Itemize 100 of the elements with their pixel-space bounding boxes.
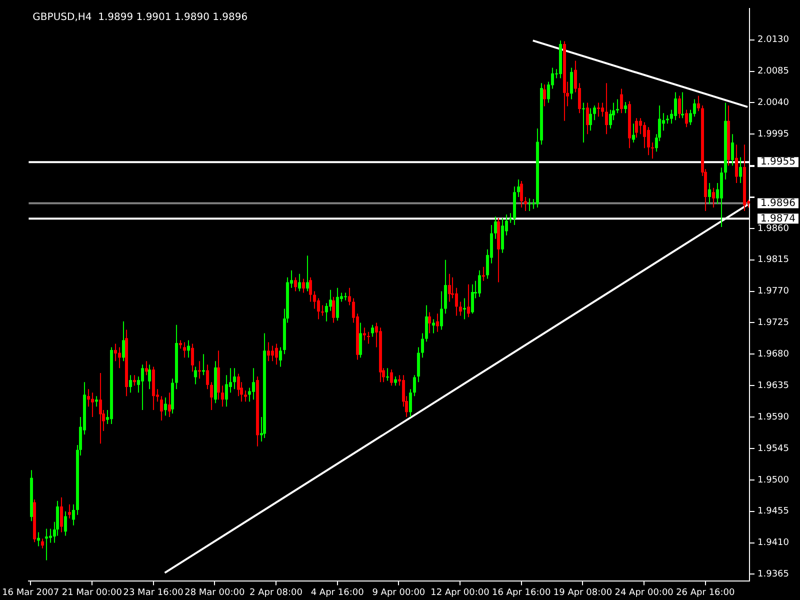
candlestick — [678, 95, 681, 119]
candlestick — [95, 396, 98, 408]
candlestick — [731, 134, 734, 166]
candlestick — [198, 360, 201, 380]
candlestick — [363, 327, 366, 341]
candlestick — [647, 126, 650, 156]
candlestick — [589, 108, 592, 132]
candlestick — [455, 287, 458, 316]
candlestick — [605, 82, 608, 135]
candlestick — [141, 364, 144, 411]
candlestick — [221, 385, 224, 408]
candlestick — [41, 538, 44, 549]
candlestick — [183, 342, 186, 358]
candlestick — [302, 278, 305, 294]
candlestick — [210, 382, 213, 411]
candlestick — [114, 343, 117, 362]
candlestick — [164, 396, 167, 416]
x-tick-label: 16 Mar 2007 — [2, 588, 60, 598]
candlestick — [467, 284, 470, 318]
x-tick-label: 26 Apr 16:00 — [676, 588, 736, 598]
x-tick-label: 9 Apr 00:00 — [372, 588, 426, 598]
candlestick — [313, 290, 316, 310]
candlestick — [624, 102, 627, 114]
candlestick — [329, 289, 332, 312]
y-tick-label: 1.9770 — [758, 286, 790, 297]
candlestick — [524, 196, 527, 212]
candlestick — [685, 109, 688, 128]
ref-line-label: 1.9874 — [760, 213, 796, 224]
candlestick — [68, 504, 71, 519]
candlestick — [428, 312, 431, 334]
candlestick — [275, 343, 278, 366]
candlestick — [528, 198, 531, 212]
candlestick — [306, 255, 309, 292]
candlestick — [386, 368, 389, 382]
y-tick-label: 1.9860 — [758, 224, 790, 234]
candlestick — [543, 84, 546, 107]
candlestick — [681, 92, 684, 119]
candlestick — [616, 98, 619, 114]
y-tick-label: 1.9680 — [758, 350, 790, 360]
candlestick — [348, 287, 351, 306]
y-tick-label: 1.9725 — [758, 318, 790, 328]
x-tick-label: 21 Mar 00:00 — [62, 588, 122, 598]
candlestick — [359, 322, 362, 358]
candlestick — [168, 392, 171, 418]
y-tick-label: 2.0130 — [758, 35, 790, 46]
candlestick — [471, 284, 474, 314]
candlestick — [697, 95, 700, 112]
candlestick — [520, 180, 523, 208]
candlestick — [570, 67, 573, 100]
candlestick — [651, 142, 654, 160]
candlestick — [206, 364, 209, 390]
candlestick — [191, 343, 194, 372]
candlestick — [160, 396, 163, 422]
candlestick — [582, 102, 585, 144]
candlestick — [294, 276, 297, 292]
candlestick — [735, 144, 738, 184]
candlestick — [436, 313, 439, 332]
candlestick — [586, 102, 589, 135]
candlestick — [332, 296, 335, 324]
candlestick — [440, 290, 443, 330]
candlestick — [635, 118, 638, 138]
candlestick — [118, 346, 121, 369]
candlestick — [712, 187, 715, 208]
candlestick — [708, 182, 711, 204]
candlestick — [267, 342, 270, 362]
candlestick — [478, 270, 481, 298]
candlestick — [494, 216, 497, 240]
candlestick — [321, 304, 324, 316]
x-tick-label: 2 Apr 08:00 — [250, 588, 303, 598]
candlestick — [371, 324, 374, 338]
candlestick — [639, 118, 642, 135]
candlestick — [194, 366, 197, 385]
y-tick-label: 1.9995 — [758, 129, 790, 140]
x-tick-label: 4 Apr 16:00 — [310, 588, 364, 598]
ref-line-label: 1.9955 — [760, 156, 796, 168]
y-tick-label: 2.0040 — [758, 98, 790, 108]
candlestick — [390, 369, 393, 386]
candlestick — [517, 179, 520, 198]
candlestick — [674, 92, 677, 121]
x-tick-label: 23 Mar 16:00 — [123, 588, 184, 598]
candlestick — [99, 372, 102, 444]
candlestick — [482, 266, 485, 282]
candlestick — [459, 301, 462, 316]
candlestick — [413, 374, 416, 397]
candlestick — [394, 376, 397, 386]
candlestick — [225, 374, 228, 408]
y-tick-label: 2.0085 — [758, 66, 790, 77]
y-tick-label: 1.9500 — [758, 475, 790, 486]
y-tick-label: 1.9545 — [758, 444, 790, 454]
candlestick — [444, 259, 447, 314]
candlestick — [597, 102, 600, 118]
candlestick — [72, 504, 75, 526]
candlestick — [317, 298, 320, 320]
candlestick — [252, 368, 255, 400]
candlestick — [91, 392, 94, 418]
candlestick — [643, 122, 646, 149]
candlestick — [325, 302, 328, 322]
candlestick — [425, 304, 428, 342]
candlestick — [509, 212, 512, 224]
candlestick — [336, 287, 339, 322]
